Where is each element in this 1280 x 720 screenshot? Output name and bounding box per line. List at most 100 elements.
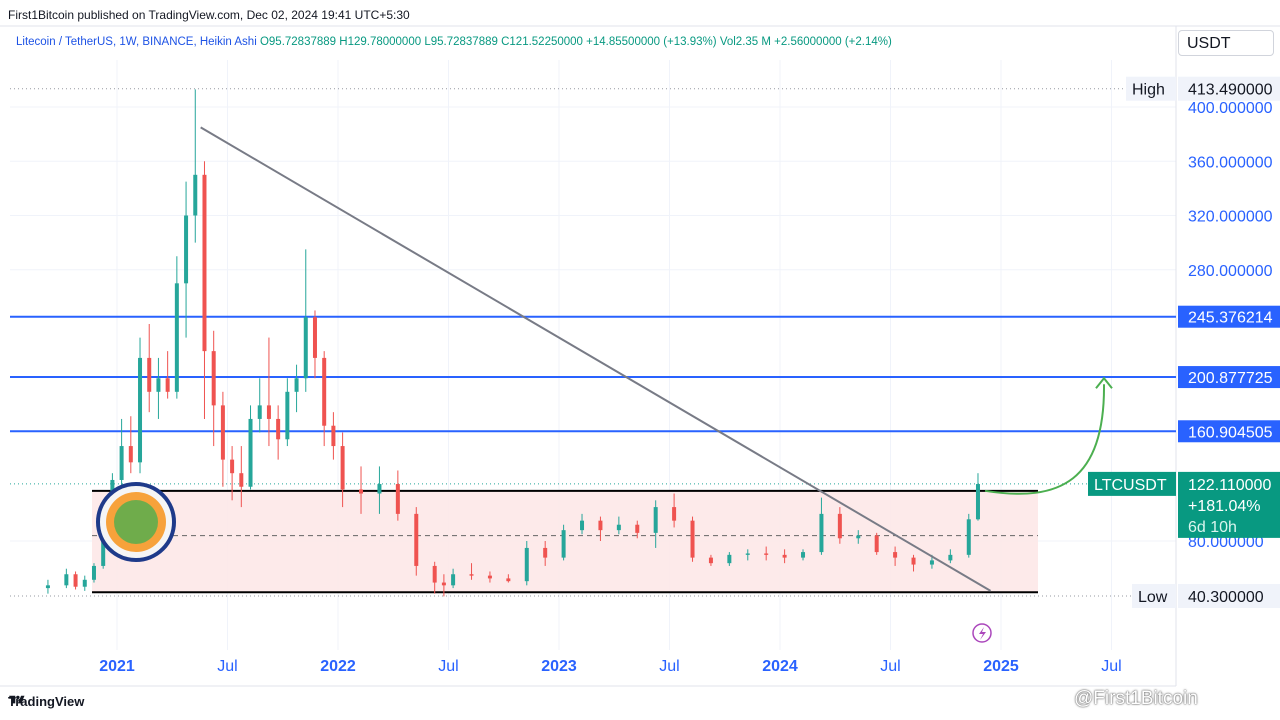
time-tick-label: Jul [1101, 658, 1121, 675]
candle-body [543, 547, 548, 558]
candle-body [893, 552, 898, 558]
candle-body [782, 554, 787, 558]
event-lightning-icon[interactable] [972, 623, 992, 643]
legend-open: O95.72837889 [259, 36, 337, 48]
legend-volume-change: +2.56000000 (+2.14%) [774, 36, 892, 48]
tradingview-logo-icon [9, 695, 25, 704]
author-logo-core [114, 500, 158, 544]
candle-body [727, 554, 732, 564]
candle-body [432, 565, 437, 583]
candle-body [331, 425, 336, 447]
candle-body [156, 378, 161, 392]
author-watermark: @First1Bitcoin [1074, 688, 1198, 709]
candle-body [690, 520, 695, 558]
candle-body [975, 484, 980, 520]
candle-body [819, 513, 824, 553]
projection-arrow[interactable] [984, 384, 1106, 495]
time-tick-label: 2025 [983, 658, 1019, 675]
time-tick-label: Jul [880, 658, 900, 675]
candle-body [294, 378, 299, 392]
time-tick-label: Jul [659, 658, 679, 675]
low-value-box [1178, 584, 1280, 608]
candle-body [874, 535, 879, 553]
low-label-box [1132, 584, 1176, 608]
candle-body [561, 530, 566, 558]
candle-body [764, 553, 769, 555]
candle-body [708, 557, 713, 564]
candle-body [45, 585, 50, 589]
candle-body [276, 418, 281, 440]
candle-body [377, 484, 382, 494]
candle-body [239, 473, 244, 487]
candle-body [441, 582, 446, 586]
legend-close: C121.52250000 [501, 36, 583, 48]
candle-body [165, 378, 170, 392]
time-tick-label: 2021 [99, 658, 135, 675]
candle-body [414, 513, 419, 566]
high-label-box [1126, 76, 1176, 101]
legend-volume: Vol2.35 M [719, 36, 771, 48]
candle-body [266, 405, 271, 419]
level-label: 160.904505 [1188, 424, 1273, 441]
candle-body [184, 215, 189, 284]
low-value: 40.300000 [1188, 589, 1264, 606]
legend-symbol[interactable]: Litecoin / TetherUS, 1W, BINANCE, Heikin… [16, 36, 257, 48]
candle-body [672, 507, 677, 521]
candle-body [82, 579, 87, 587]
candle-body [469, 574, 474, 576]
legend-low: L95.72837889 [424, 36, 498, 48]
candle-body [322, 357, 327, 426]
price-tick-label: 400.000000 [1188, 100, 1273, 117]
current-change-pct: +181.04% [1188, 498, 1261, 515]
level-label: 245.376214 [1188, 310, 1273, 327]
candle-body [856, 535, 861, 539]
candle-body [220, 405, 225, 460]
candle-body [506, 578, 511, 582]
candle-body [64, 574, 69, 586]
currency-selector[interactable]: USDT [1178, 30, 1274, 56]
candle-body [193, 174, 198, 216]
legend-high: H129.78000000 [339, 36, 422, 48]
publish-header: First1Bitcoin published on TradingView.c… [8, 8, 410, 22]
symbol-tag: LTCUSDT [1094, 477, 1167, 494]
level-label-box [1178, 366, 1280, 389]
current-price-box [1178, 471, 1280, 538]
bar-countdown: 6d 10h [1188, 519, 1237, 536]
price-tick-label: 320.000000 [1188, 209, 1273, 226]
candle-body [598, 520, 603, 531]
price-tick-label: 360.000000 [1188, 154, 1273, 171]
high-label: High [1132, 82, 1165, 99]
candle-body [524, 547, 529, 582]
candle-body [101, 530, 106, 566]
time-tick-label: Jul [438, 658, 458, 675]
lightning-glyph [979, 627, 986, 640]
candle-body [174, 283, 179, 392]
symbol-legend: Litecoin / TetherUS, 1W, BINANCE, Heikin… [16, 36, 892, 48]
candle-body [801, 552, 806, 558]
level-label: 200.877725 [1188, 370, 1273, 387]
candle-body [230, 459, 235, 474]
legend-change: +14.85500000 (+13.93%) [586, 36, 717, 48]
candle-body [119, 446, 124, 480]
candle-body [248, 418, 253, 487]
tradingview-footer[interactable]: TradingView [8, 694, 84, 709]
candle-body [948, 554, 953, 561]
candle-body [653, 507, 658, 533]
candle-body [285, 391, 290, 440]
candle-body [312, 317, 317, 358]
candle-body [837, 513, 842, 539]
time-tick-label: 2024 [762, 658, 798, 675]
trendline[interactable] [200, 126, 992, 592]
footer-brand: TradingView [8, 694, 85, 709]
time-tick-label: 2023 [541, 658, 577, 675]
price-tick-label: 280.000000 [1188, 263, 1273, 280]
time-tick-label: Jul [217, 658, 237, 675]
candle-body [745, 553, 750, 555]
candle-body [91, 565, 96, 580]
candle-body [73, 574, 78, 587]
level-label-box [1178, 305, 1280, 328]
high-value-box [1178, 76, 1280, 101]
high-value: 413.490000 [1188, 82, 1273, 99]
current-price: 122.110000 [1188, 477, 1271, 494]
